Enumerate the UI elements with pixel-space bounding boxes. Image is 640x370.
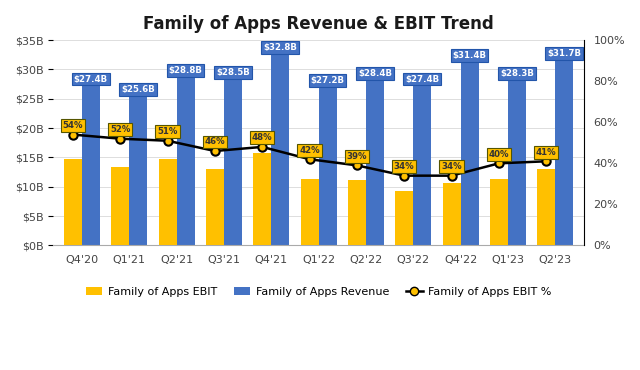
Bar [537, 169, 556, 245]
Text: 52%: 52% [110, 125, 131, 134]
Text: 48%: 48% [252, 134, 273, 142]
Text: 41%: 41% [536, 148, 557, 157]
Text: $27.4B: $27.4B [74, 74, 108, 84]
Bar [366, 79, 384, 245]
Text: $28.3B: $28.3B [500, 69, 534, 78]
Text: 46%: 46% [205, 138, 225, 147]
Bar [461, 61, 479, 245]
Text: 34%: 34% [394, 162, 415, 171]
Bar [443, 183, 461, 245]
Bar [508, 80, 526, 245]
Bar [271, 53, 289, 245]
Text: $32.8B: $32.8B [263, 43, 297, 52]
Bar [111, 168, 129, 245]
Bar [413, 85, 431, 245]
Text: $27.2B: $27.2B [310, 76, 344, 85]
Text: 51%: 51% [157, 127, 178, 136]
Text: $28.8B: $28.8B [168, 66, 202, 75]
Bar [82, 85, 100, 245]
Text: $25.6B: $25.6B [122, 85, 155, 94]
Legend: Family of Apps EBIT, Family of Apps Revenue, Family of Apps EBIT %: Family of Apps EBIT, Family of Apps Reve… [81, 283, 556, 302]
Bar [224, 78, 242, 245]
Text: 34%: 34% [441, 162, 462, 171]
Text: 39%: 39% [347, 152, 367, 161]
Text: $27.4B: $27.4B [405, 74, 439, 84]
Bar [319, 86, 337, 245]
Text: $31.4B: $31.4B [452, 51, 486, 60]
Bar [253, 153, 271, 245]
Bar [396, 191, 413, 245]
Text: 42%: 42% [300, 146, 320, 155]
Text: $31.7B: $31.7B [547, 49, 581, 58]
Bar [64, 159, 82, 245]
Text: 40%: 40% [489, 150, 509, 159]
Text: $28.5B: $28.5B [216, 68, 250, 77]
Bar [490, 179, 508, 245]
Bar [556, 60, 573, 245]
Text: $28.4B: $28.4B [358, 69, 392, 78]
Bar [301, 179, 319, 245]
Bar [348, 180, 366, 245]
Bar [177, 77, 195, 245]
Bar [129, 95, 147, 245]
Bar [206, 169, 224, 245]
Text: 54%: 54% [63, 121, 83, 130]
Bar [159, 159, 177, 245]
Title: Family of Apps Revenue & EBIT Trend: Family of Apps Revenue & EBIT Trend [143, 15, 494, 33]
